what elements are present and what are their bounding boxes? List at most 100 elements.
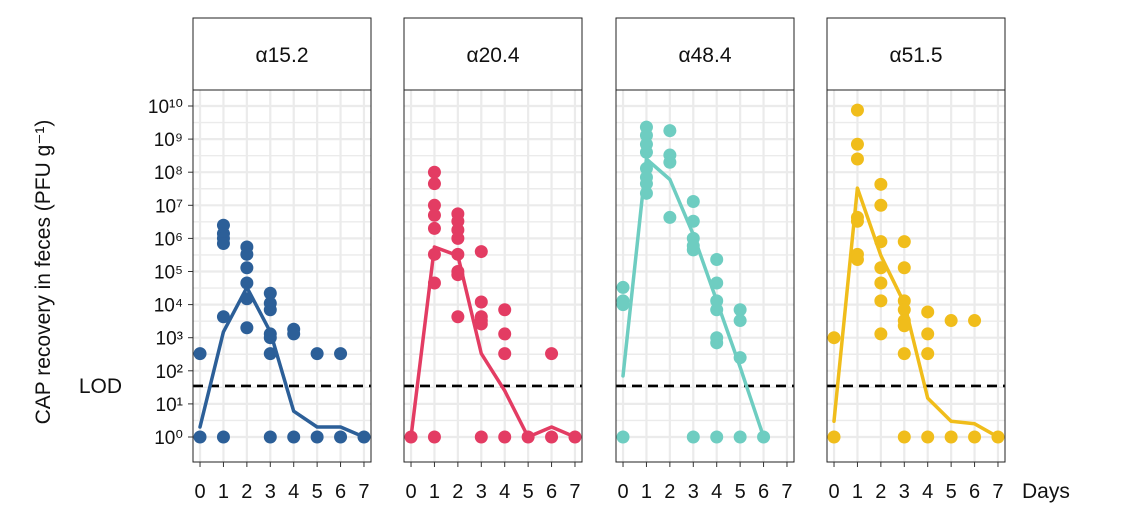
x-tick-label: 7 xyxy=(569,481,580,503)
data-point xyxy=(874,261,888,275)
x-tick-label: 0 xyxy=(405,481,416,503)
data-point xyxy=(850,152,864,166)
gridlines xyxy=(616,90,794,462)
data-point xyxy=(639,177,653,191)
y-tick-label: 10⁴ xyxy=(154,296,183,317)
data-point xyxy=(216,310,230,324)
data-point xyxy=(686,214,700,228)
x-tick-label: 0 xyxy=(617,481,628,503)
data-point xyxy=(474,245,488,259)
y-tick-label: 10¹⁰ xyxy=(148,97,183,118)
x-tick-label: 5 xyxy=(312,481,323,503)
data-point xyxy=(897,294,911,308)
data-point xyxy=(357,430,371,444)
panel-2: α20.4 0 1 2 3 4 5 6 7 xyxy=(403,17,583,503)
x-tick-label: 1 xyxy=(429,481,440,503)
data-point xyxy=(521,430,535,444)
data-point xyxy=(733,314,747,328)
data-point xyxy=(193,430,207,444)
x-tick-label: 6 xyxy=(335,481,346,503)
data-point xyxy=(427,198,441,212)
y-tick-label: 10⁷ xyxy=(155,196,183,217)
x-tick-label: 4 xyxy=(922,481,933,503)
data-point xyxy=(710,430,724,444)
x-tick-label: 3 xyxy=(899,481,910,503)
y-tick-label: 10⁹ xyxy=(154,130,183,151)
data-point xyxy=(404,430,418,444)
panel-header xyxy=(192,17,372,91)
data-point xyxy=(310,430,324,444)
data-point xyxy=(427,177,441,191)
data-point xyxy=(897,303,911,317)
x-tick-label: 2 xyxy=(664,481,675,503)
data-point xyxy=(474,295,488,309)
data-point xyxy=(710,303,724,317)
data-point xyxy=(710,276,724,290)
data-point xyxy=(334,347,348,361)
x-tick-label: 7 xyxy=(781,481,792,503)
data-point xyxy=(991,430,1005,444)
data-point xyxy=(921,430,935,444)
data-point xyxy=(710,294,724,308)
x-tick-label: 3 xyxy=(265,481,276,503)
panel-title: α15.2 xyxy=(255,44,308,67)
data-point xyxy=(263,347,277,361)
data-point xyxy=(427,165,441,179)
x-tick-label: 3 xyxy=(476,481,487,503)
data-point xyxy=(451,310,465,324)
gridlines xyxy=(193,90,371,462)
x-tick-label: 2 xyxy=(241,481,252,503)
plot-area xyxy=(193,90,371,462)
data-point xyxy=(451,231,465,245)
data-point xyxy=(733,351,747,365)
x-tick-label: 5 xyxy=(523,481,534,503)
data-point xyxy=(639,161,653,175)
x-tick-label: 1 xyxy=(641,481,652,503)
panel-title: α20.4 xyxy=(466,44,519,67)
data-point xyxy=(474,317,488,331)
data-point xyxy=(968,430,982,444)
data-point xyxy=(240,247,254,261)
data-point xyxy=(616,280,630,294)
x-axis-title: Days xyxy=(1022,480,1070,503)
y-tick-label: 10¹ xyxy=(156,395,183,416)
mean-line xyxy=(832,186,1000,439)
panel-header xyxy=(403,17,583,91)
data-point xyxy=(921,347,935,361)
x-tick-label: 7 xyxy=(358,481,369,503)
y-tick-label: 10⁰ xyxy=(154,428,183,449)
data-point xyxy=(897,235,911,249)
data-point xyxy=(498,347,512,361)
data-point xyxy=(874,327,888,341)
data-point xyxy=(639,128,653,142)
x-tick-label: 5 xyxy=(735,481,746,503)
data-point xyxy=(827,430,841,444)
y-tick-label: 10⁵ xyxy=(154,263,183,284)
data-point xyxy=(545,430,559,444)
data-point xyxy=(240,292,254,306)
data-point xyxy=(216,237,230,251)
data-point xyxy=(193,347,207,361)
x-tick-label: 4 xyxy=(288,481,299,503)
data-point xyxy=(897,430,911,444)
x-tick-label: 0 xyxy=(828,481,839,503)
data-point xyxy=(427,221,441,235)
data-point xyxy=(498,303,512,317)
data-point xyxy=(334,430,348,444)
data-point xyxy=(921,305,935,319)
mean-line xyxy=(409,245,577,439)
data-point xyxy=(240,261,254,275)
data-point xyxy=(663,124,677,138)
data-point xyxy=(897,347,911,361)
data-point xyxy=(710,336,724,350)
data-point xyxy=(427,276,441,290)
data-point xyxy=(686,195,700,209)
x-tick-label: 7 xyxy=(992,481,1003,503)
data-point xyxy=(827,331,841,345)
data-point xyxy=(240,276,254,290)
data-point xyxy=(451,268,465,282)
data-point xyxy=(427,208,441,222)
x-tick-label: 3 xyxy=(688,481,699,503)
